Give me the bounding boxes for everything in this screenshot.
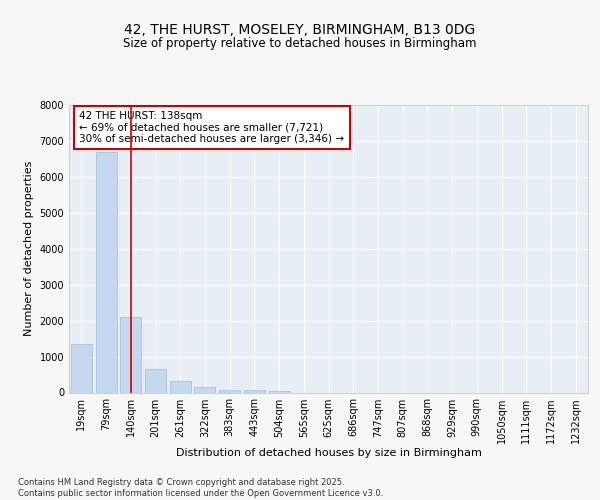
Text: 42 THE HURST: 138sqm
← 69% of detached houses are smaller (7,721)
30% of semi-de: 42 THE HURST: 138sqm ← 69% of detached h… — [79, 111, 344, 144]
Text: 42, THE HURST, MOSELEY, BIRMINGHAM, B13 0DG: 42, THE HURST, MOSELEY, BIRMINGHAM, B13 … — [124, 22, 476, 36]
Bar — [120, 317, 141, 392]
Bar — [194, 387, 215, 392]
Bar — [145, 369, 166, 392]
Bar — [95, 152, 116, 392]
Text: Contains HM Land Registry data © Crown copyright and database right 2025.
Contai: Contains HM Land Registry data © Crown c… — [18, 478, 383, 498]
Bar — [170, 381, 191, 392]
Y-axis label: Number of detached properties: Number of detached properties — [24, 161, 34, 336]
Bar — [269, 390, 290, 392]
Text: Size of property relative to detached houses in Birmingham: Size of property relative to detached ho… — [123, 38, 477, 51]
Bar — [219, 390, 240, 392]
Bar — [71, 344, 92, 393]
Bar — [244, 390, 265, 392]
X-axis label: Distribution of detached houses by size in Birmingham: Distribution of detached houses by size … — [176, 448, 481, 458]
